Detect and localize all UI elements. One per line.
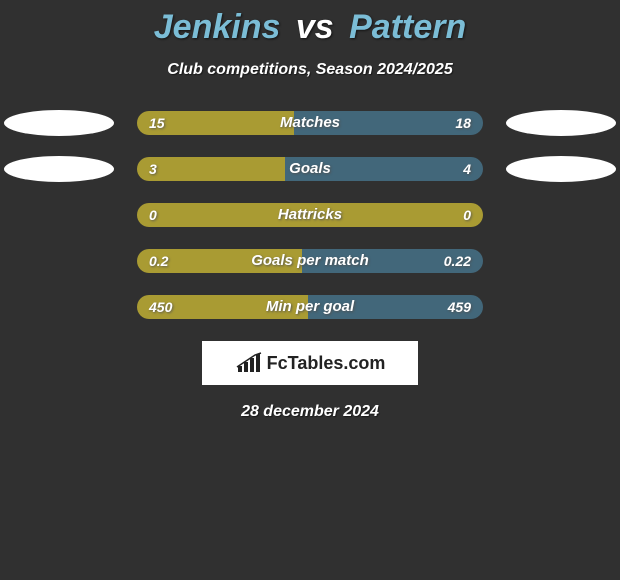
value-left: 0 xyxy=(149,203,157,227)
team-logo-right xyxy=(506,110,616,136)
value-left: 0.2 xyxy=(149,249,168,273)
player2-name: Pattern xyxy=(349,8,466,46)
subtitle: Club competitions, Season 2024/2025 xyxy=(0,61,620,79)
bar-left xyxy=(137,157,285,181)
brand-prefix: Fc xyxy=(267,353,288,373)
stat-row: 1518Matches xyxy=(0,111,620,135)
bar-track: 450459Min per goal xyxy=(137,295,483,319)
bar-right xyxy=(285,157,483,181)
header: Jenkins vs Pattern Club competitions, Se… xyxy=(0,0,620,79)
team-logo-left xyxy=(4,110,114,136)
brand-text: FcTables.com xyxy=(267,353,386,374)
stat-row: 00Hattricks xyxy=(0,203,620,227)
value-right: 0.22 xyxy=(444,249,471,273)
bar-track: 34Goals xyxy=(137,157,483,181)
value-right: 0 xyxy=(463,203,471,227)
value-right: 459 xyxy=(448,295,471,319)
bar-track: 00Hattricks xyxy=(137,203,483,227)
value-left: 15 xyxy=(149,111,165,135)
player1-name: Jenkins xyxy=(154,8,281,46)
fctables-logo[interactable]: FcTables.com xyxy=(202,341,418,385)
date-text: 28 december 2024 xyxy=(0,403,620,421)
comparison-chart: 1518Matches34Goals00Hattricks0.20.22Goal… xyxy=(0,111,620,319)
bar-track: 0.20.22Goals per match xyxy=(137,249,483,273)
value-right: 18 xyxy=(455,111,471,135)
bar-track: 1518Matches xyxy=(137,111,483,135)
value-left: 3 xyxy=(149,157,157,181)
stat-row: 34Goals xyxy=(0,157,620,181)
stat-row: 450459Min per goal xyxy=(0,295,620,319)
bar-left xyxy=(137,203,483,227)
stat-row: 0.20.22Goals per match xyxy=(0,249,620,273)
comparison-title: Jenkins vs Pattern xyxy=(0,8,620,47)
value-right: 4 xyxy=(463,157,471,181)
team-logo-left xyxy=(4,156,114,182)
bar-chart-icon xyxy=(235,352,263,374)
team-logo-right xyxy=(506,156,616,182)
vs-text: vs xyxy=(296,8,334,46)
brand-suffix: Tables.com xyxy=(288,353,386,373)
value-left: 450 xyxy=(149,295,172,319)
